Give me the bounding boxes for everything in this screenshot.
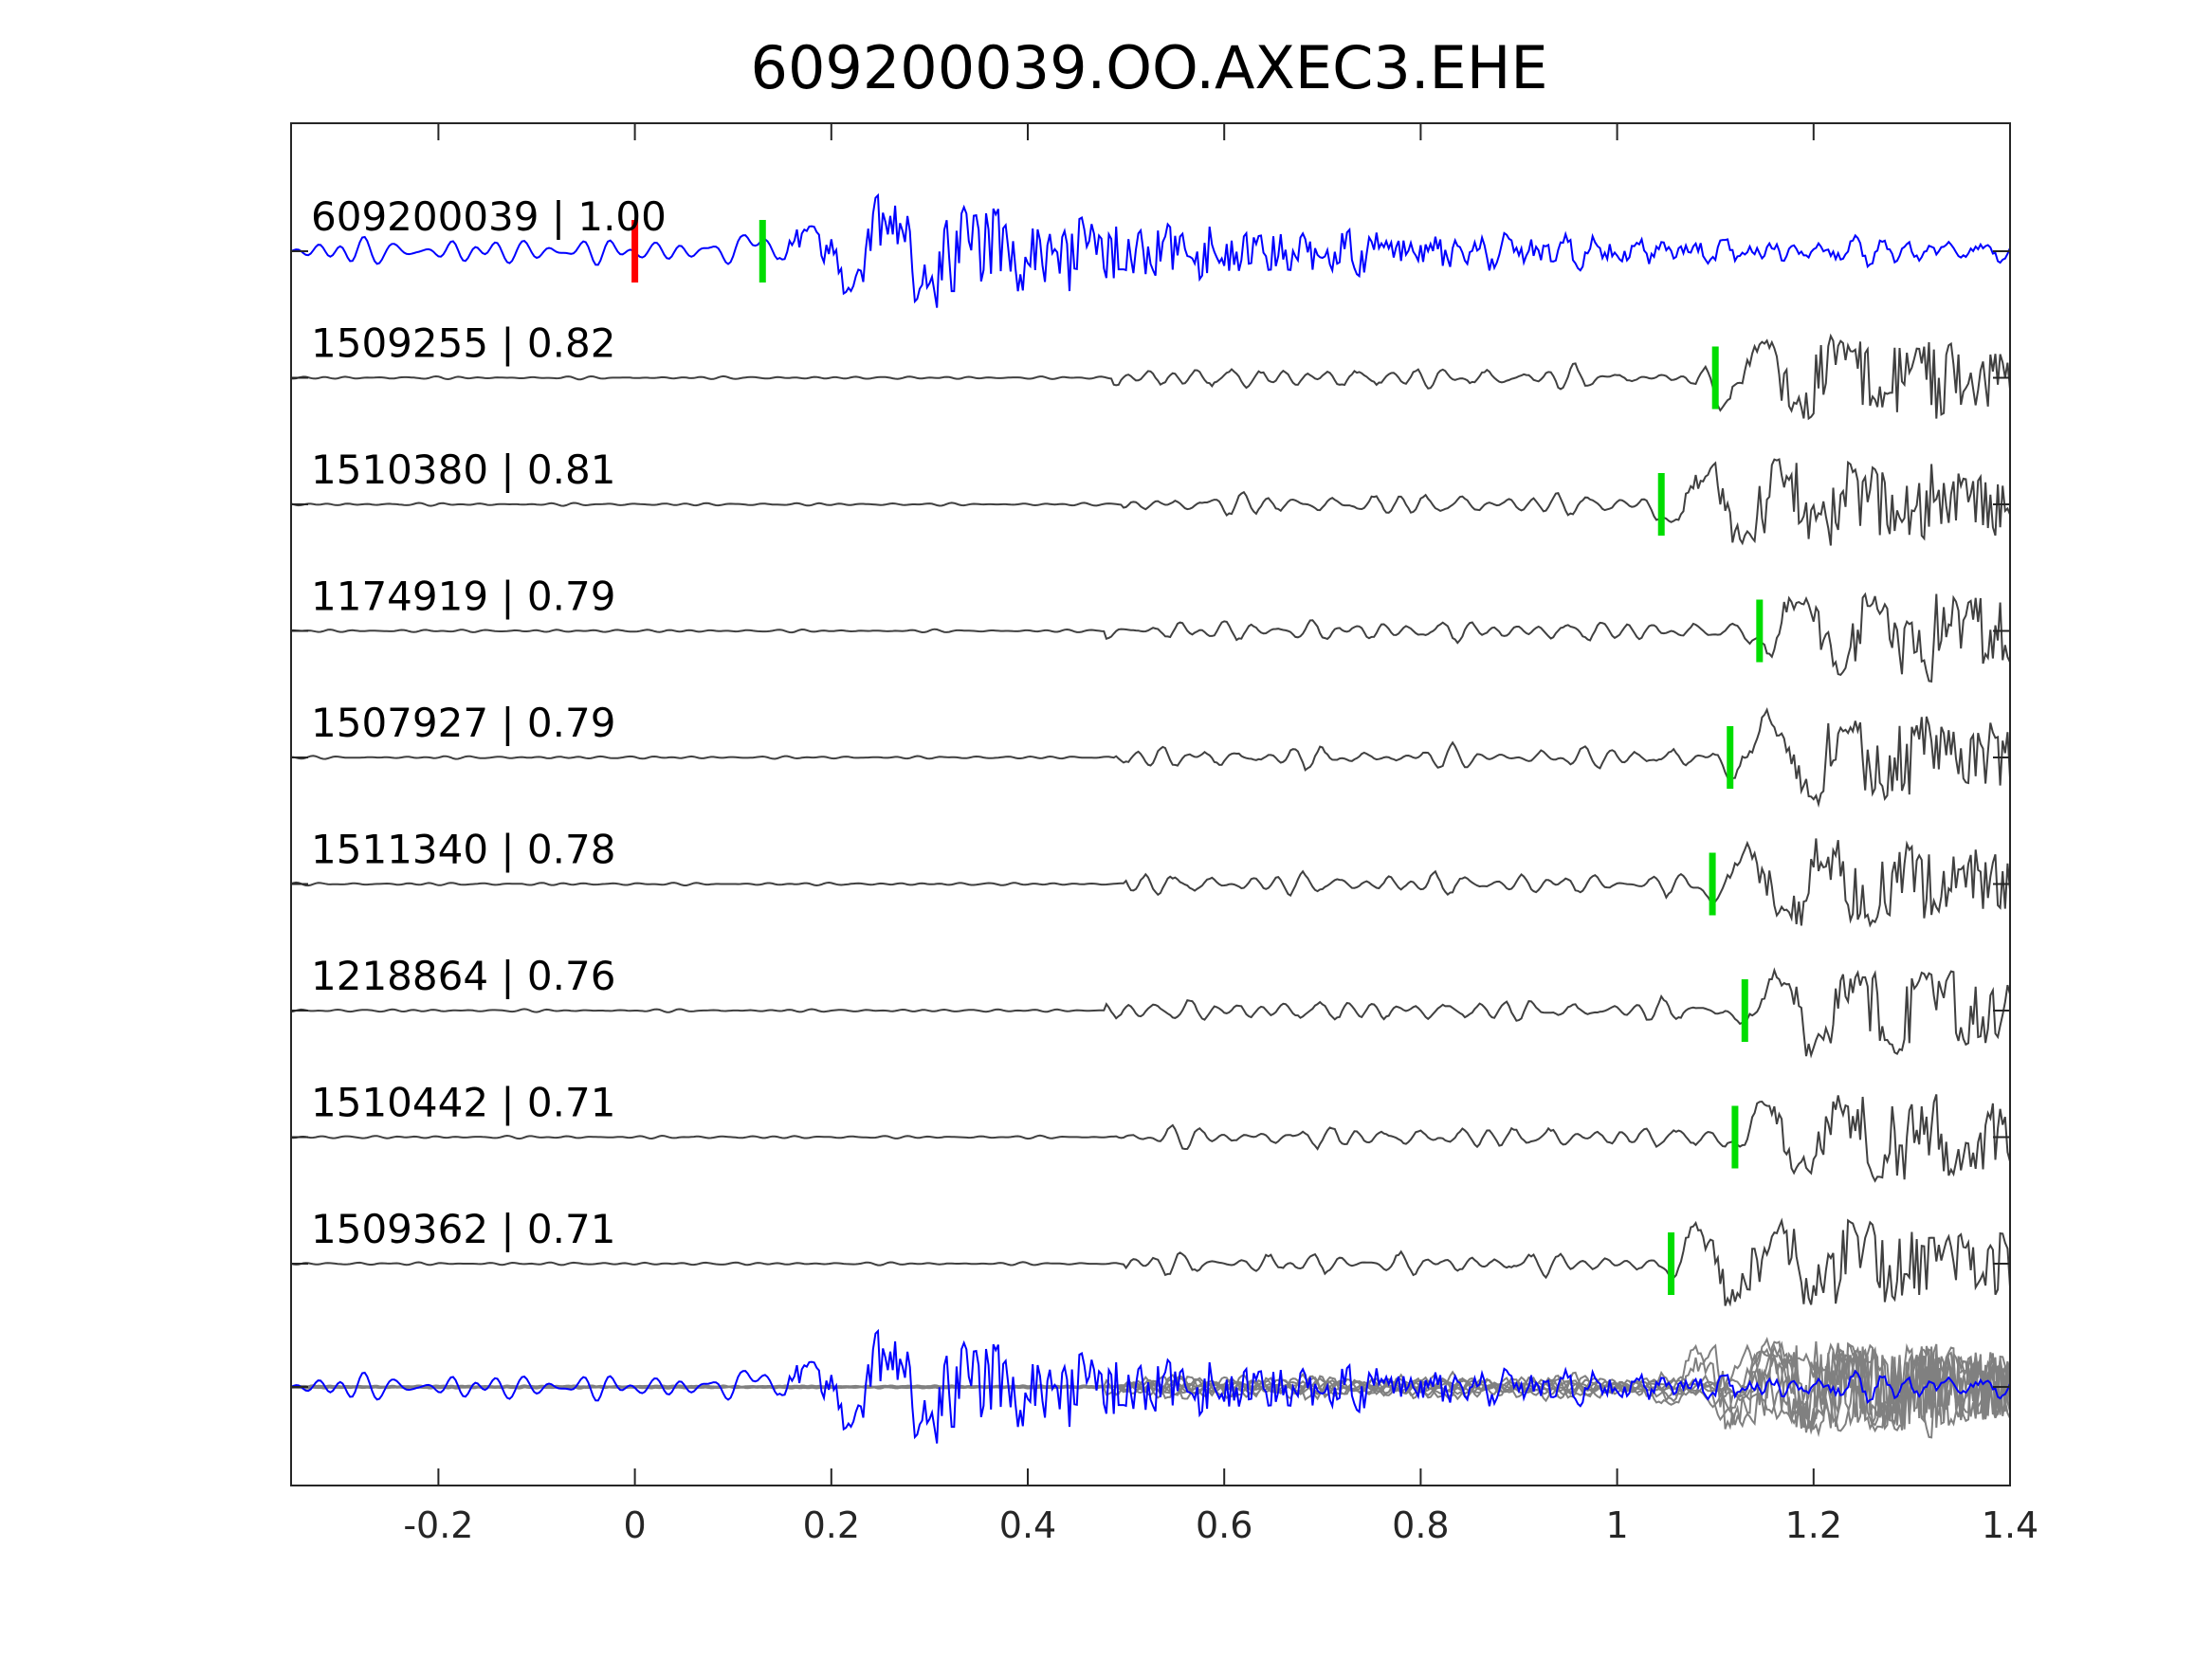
- traces-layer: [290, 192, 2011, 1307]
- x-tick-label: 0: [624, 1504, 647, 1546]
- x-tick-label: 1.4: [1982, 1504, 2038, 1546]
- markers-layer: [631, 220, 1764, 1295]
- trace-1509362-waveform: [290, 1217, 2011, 1307]
- trace-1510380-waveform: [290, 458, 2011, 546]
- x-tick-label: 0.8: [1392, 1504, 1449, 1546]
- trace-609200039-waveform: [290, 192, 2011, 308]
- chart-title: 609200039.OO.AXEC3.EHE: [751, 33, 1548, 102]
- trace-label-1507927: 1507927 | 0.79: [311, 700, 615, 746]
- trace-1511340-waveform: [290, 838, 2011, 928]
- overlay-trace-1509362: [290, 1340, 2011, 1431]
- overlay-layer: [290, 1328, 2011, 1444]
- labels-layer: 609200039 | 1.00 1509255 | 0.82 1510380 | …: [311, 193, 667, 1252]
- trace-label-1174919: 1174919 | 0.79: [311, 574, 615, 620]
- trace-label-1510442: 1510442 | 0.71: [311, 1080, 615, 1126]
- trace-label-1509255: 1509255 | 0.82: [311, 320, 615, 367]
- trace-label-1511340: 1511340 | 0.78: [311, 827, 615, 873]
- trace-1174919-waveform: [290, 592, 2011, 683]
- x-tick-label: 0.2: [803, 1504, 860, 1546]
- trace-label-1509362: 1509362 | 0.71: [311, 1206, 615, 1252]
- trace-1507927-waveform: [290, 706, 2011, 809]
- trace-1218864-waveform: [290, 967, 2011, 1059]
- trace-label-1218864: 1218864 | 0.76: [311, 953, 615, 999]
- trace-1510442-waveform: [290, 1094, 2011, 1183]
- overlay-template-trace: [290, 1328, 2011, 1444]
- x-tick-label: -0.2: [403, 1504, 473, 1546]
- axes-frame: [290, 122, 2011, 1486]
- ticks-layer: -0.2 0 0.2 0.4 0.6 0.8 1 1.2 1.4: [291, 123, 2038, 1546]
- trace-label-609200039: 609200039 | 1.00: [311, 193, 667, 240]
- x-tick-label: 1: [1606, 1504, 1629, 1546]
- x-tick-label: 1.2: [1785, 1504, 1842, 1546]
- x-tick-label: 0.6: [1196, 1504, 1252, 1546]
- trace-label-1510380: 1510380 | 0.81: [311, 447, 615, 493]
- x-tick-label: 0.4: [999, 1504, 1056, 1546]
- trace-1509255-waveform: [291, 333, 2011, 421]
